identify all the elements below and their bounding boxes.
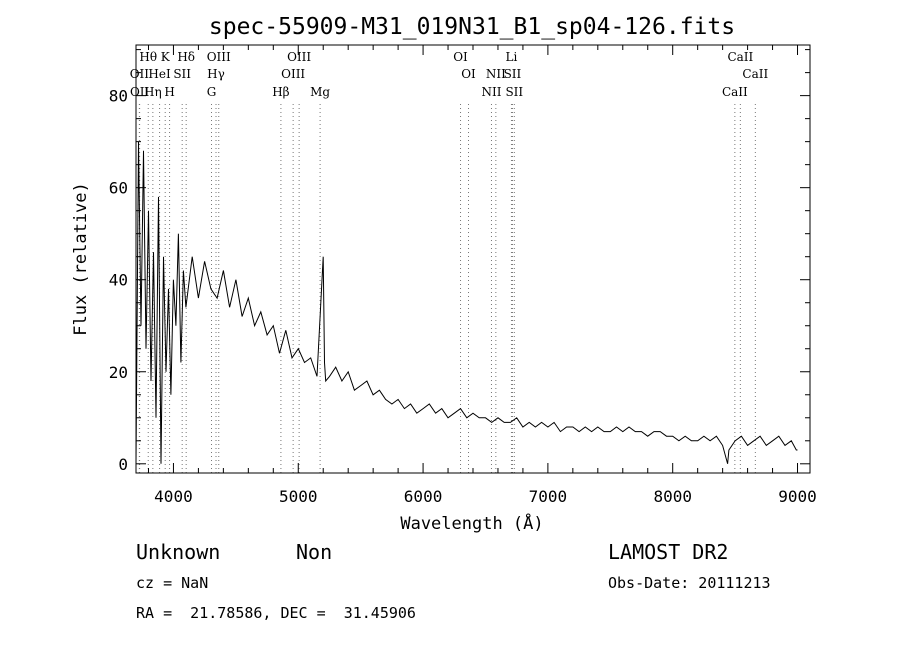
obs-date: Obs-Date: 20111213: [608, 574, 771, 592]
feature-label: Hβ: [272, 85, 289, 99]
feature-label: Hγ: [207, 67, 225, 81]
x-tick-label: 5000: [279, 487, 318, 506]
feature-label: Hδ: [177, 50, 195, 64]
feature-label: H: [164, 85, 174, 99]
survey-name: LAMOST DR2: [608, 540, 729, 564]
object-class: Unknown: [136, 540, 221, 564]
feature-label: OI: [453, 50, 468, 64]
feature-label: CaII: [727, 50, 753, 64]
x-tick-label: 7000: [529, 487, 568, 506]
y-tick-label: 0: [118, 455, 128, 474]
feature-label: CaII: [742, 67, 768, 81]
y-tick-label: 80: [109, 87, 128, 106]
feature-label: OIII: [207, 50, 231, 64]
object-subclass: Non: [296, 540, 333, 564]
spectrum-series-line: [135, 141, 798, 464]
x-tick-label: 4000: [154, 487, 193, 506]
x-axis-label: Wavelength (Å): [400, 512, 543, 534]
feature-label: Li: [506, 50, 518, 64]
feature-label: SII: [505, 85, 523, 99]
redshift-cz: cz = NaN: [136, 574, 209, 592]
chart-title: spec-55909-M31_019N31_B1_sp04-126.fits: [209, 14, 735, 40]
feature-label: SII: [173, 67, 191, 81]
feature-label: OIII: [287, 50, 311, 64]
x-tick-label: 8000: [653, 487, 692, 506]
y-tick-label: 40: [109, 271, 128, 290]
feature-label: K: [161, 50, 171, 64]
ra-dec: RA = 21.78586, DEC = 31.45906: [136, 604, 416, 622]
y-tick-label: 20: [109, 363, 128, 382]
feature-label: NII: [481, 85, 501, 99]
feature-label: SII: [504, 67, 522, 81]
x-tick-label: 9000: [778, 487, 817, 506]
feature-label: Hη: [144, 85, 162, 99]
y-axis-label: Flux (relative): [71, 182, 91, 336]
feature-label: OIII: [281, 67, 305, 81]
feature-label: OII: [130, 67, 150, 81]
feature-label: CaII: [722, 85, 748, 99]
feature-label: OI: [461, 67, 476, 81]
x-tick-label: 6000: [404, 487, 443, 506]
feature-label: Hθ: [139, 50, 157, 64]
feature-label: HeI: [148, 67, 171, 81]
feature-label: G: [207, 85, 217, 99]
feature-label: Mg: [310, 85, 330, 99]
plot-frame: [135, 44, 811, 474]
y-tick-label: 60: [109, 179, 128, 198]
feature-label: NII: [486, 67, 506, 81]
